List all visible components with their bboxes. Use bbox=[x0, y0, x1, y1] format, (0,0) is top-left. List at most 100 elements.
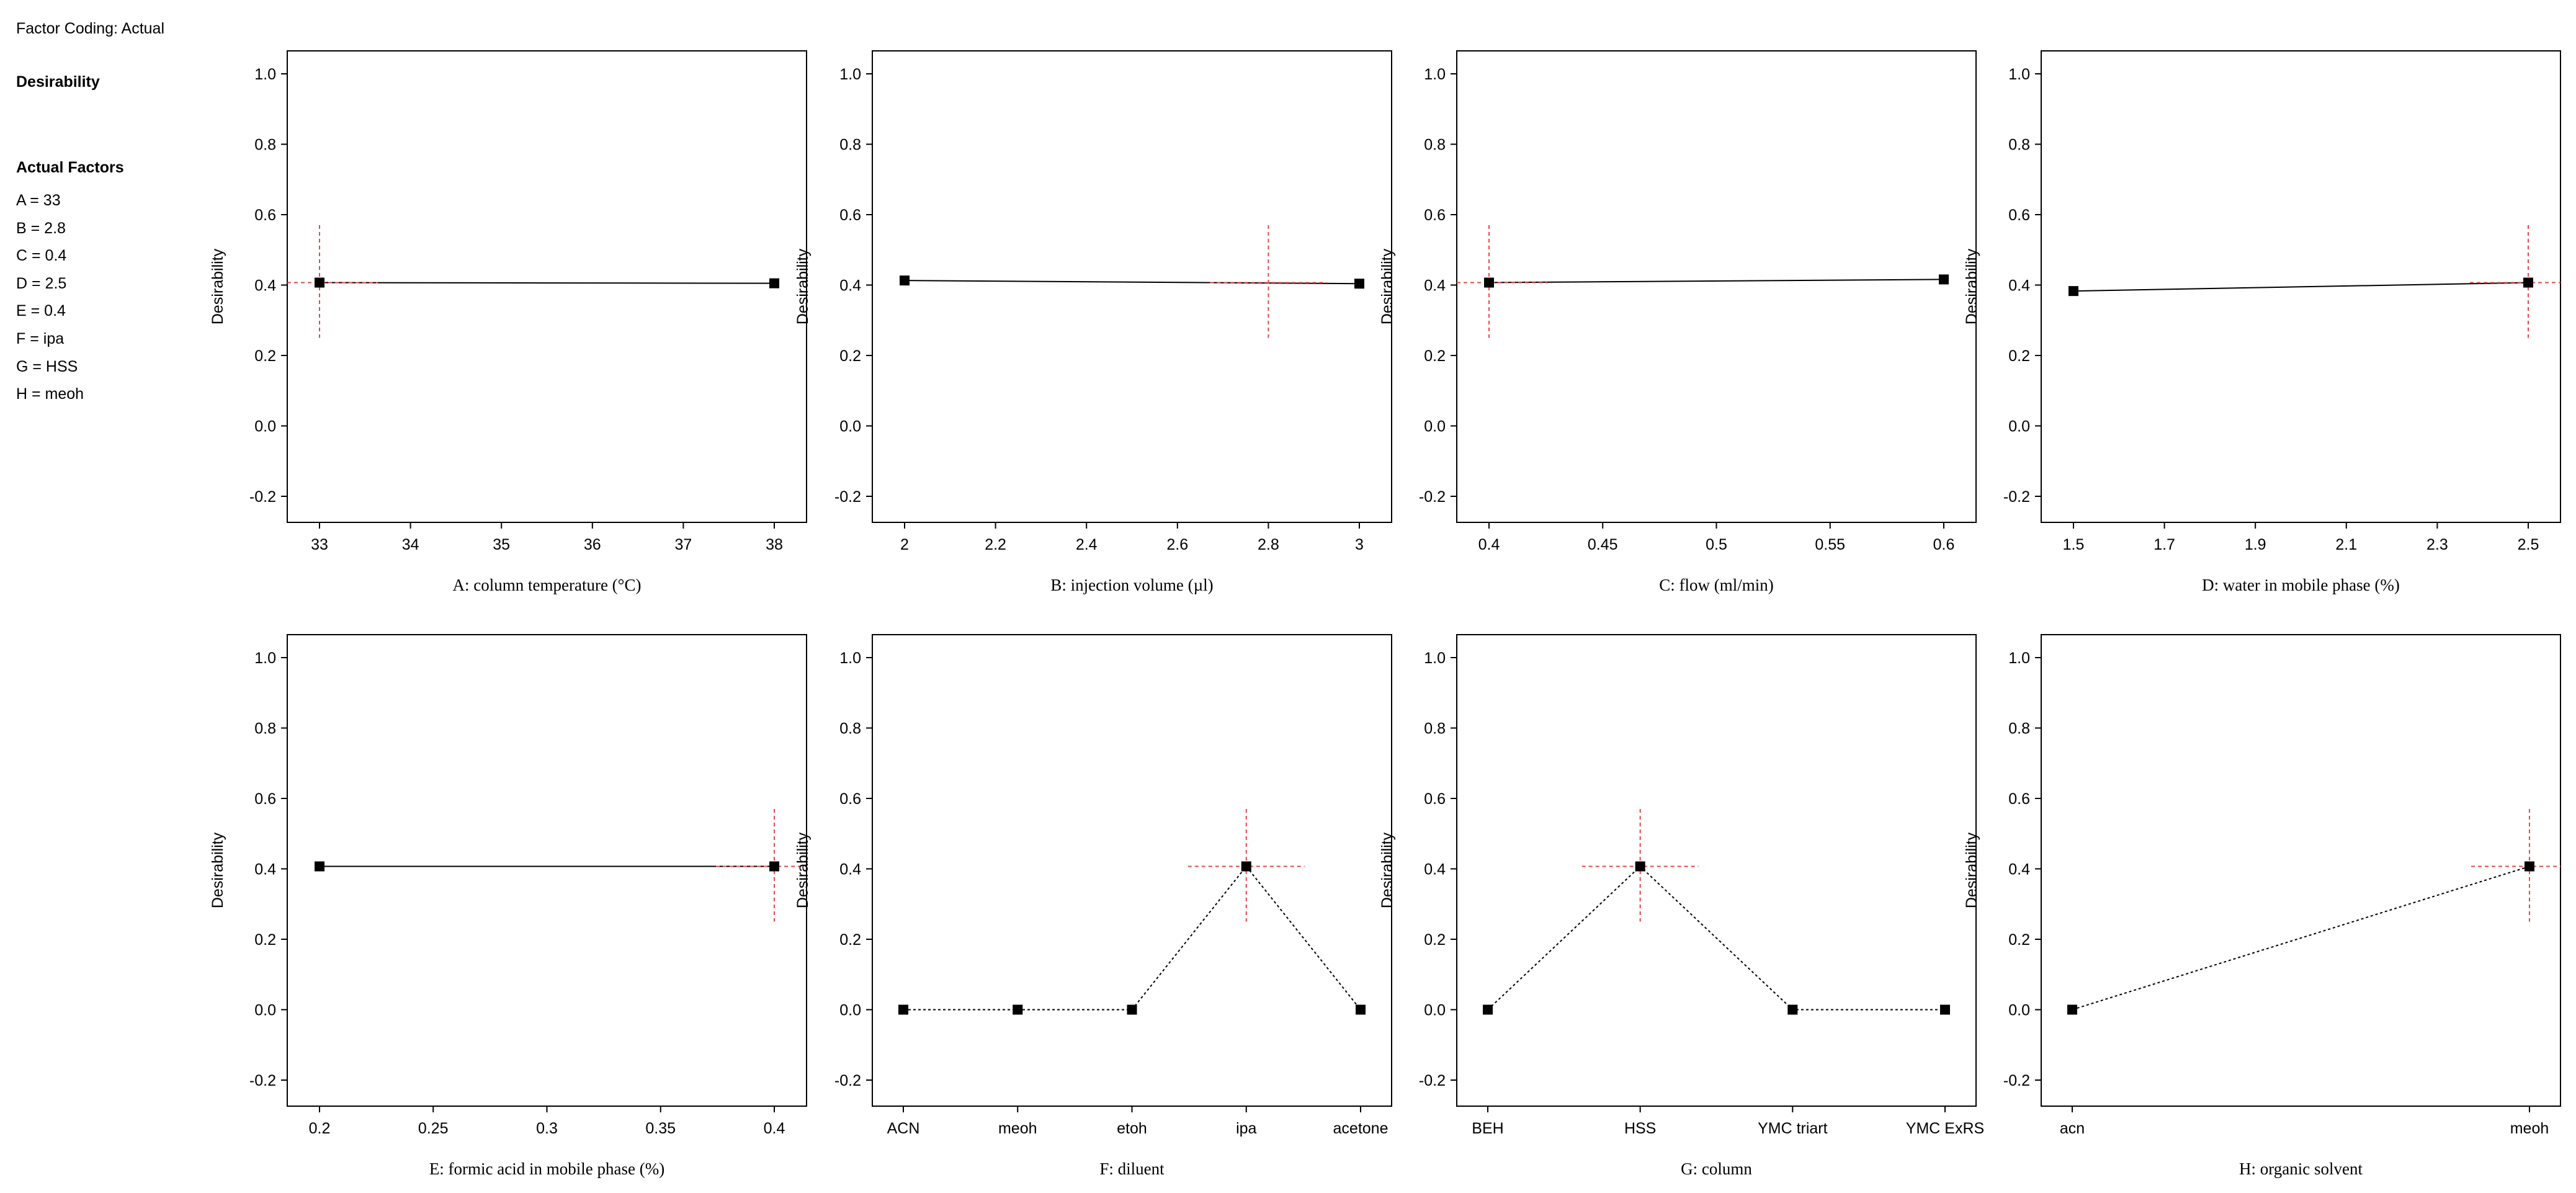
y-tick-label: 0.6 bbox=[254, 790, 276, 808]
series-line bbox=[903, 865, 1361, 1011]
chart-panel: -0.2 0.0 0.2 0.4 0.6 0.8 1.0 BEH HSS YMC triart YM… bbox=[1379, 634, 1984, 1178]
x-tick-label: 33 bbox=[311, 536, 328, 553]
data-point bbox=[1483, 1004, 1493, 1015]
data-point bbox=[769, 278, 779, 288]
x-tick-label: 0.3 bbox=[536, 1120, 558, 1137]
y-tick-label: -0.2 bbox=[249, 488, 276, 506]
y-tick-label: 1.0 bbox=[2008, 66, 2030, 83]
x-tick-label: 2.5 bbox=[2518, 536, 2539, 553]
y-tick-label: 0.4 bbox=[254, 861, 276, 878]
plot-frame bbox=[1456, 50, 1977, 523]
x-tick-label: 35 bbox=[493, 536, 510, 553]
y-tick-label: 0.8 bbox=[254, 136, 276, 154]
x-axis-label: B: injection volume (µl) bbox=[1050, 576, 1213, 594]
x-axis-label: C: flow (ml/min) bbox=[1659, 576, 1774, 594]
y-tick-label: 0.6 bbox=[839, 790, 861, 808]
x-tick-label: meoh bbox=[998, 1120, 1037, 1137]
y-tick-label: 0.4 bbox=[839, 861, 861, 878]
y-tick-label: 0.4 bbox=[2008, 277, 2030, 295]
y-axis-label: Desirability bbox=[1379, 832, 1396, 908]
factor-setting: B = 2.8 bbox=[16, 219, 66, 237]
y-axis-label: Desirability bbox=[1963, 832, 1980, 908]
x-axis-label: E: formic acid in mobile phase (%) bbox=[429, 1159, 664, 1178]
data-point bbox=[1241, 861, 1251, 872]
y-tick-label: 0.2 bbox=[1424, 347, 1446, 365]
series-line bbox=[2073, 282, 2529, 292]
data-point bbox=[315, 277, 324, 288]
data-point bbox=[900, 275, 910, 286]
x-tick-label: YMC triart bbox=[1758, 1120, 1828, 1137]
y-axis-label: Desirability bbox=[209, 832, 226, 908]
data-point bbox=[2525, 861, 2534, 872]
x-tick-label: 3 bbox=[1355, 536, 1364, 553]
actual-factors-heading: Actual Factors bbox=[16, 159, 124, 176]
x-tick-label: 0.35 bbox=[645, 1120, 676, 1137]
x-tick-label: 37 bbox=[674, 536, 692, 553]
y-tick-label: 0.6 bbox=[839, 207, 861, 224]
x-tick-label: 0.45 bbox=[1588, 536, 1618, 553]
y-tick-label: 0.0 bbox=[1424, 1002, 1446, 1019]
y-tick-label: 0.6 bbox=[2008, 207, 2030, 224]
plot-frame bbox=[872, 50, 1392, 523]
y-tick-label: -0.2 bbox=[2003, 488, 2030, 506]
x-tick-label: 1.7 bbox=[2153, 536, 2175, 553]
y-tick-label: -0.2 bbox=[834, 1072, 861, 1089]
x-tick-label: meoh bbox=[2510, 1120, 2549, 1137]
y-tick-label: 0.4 bbox=[1424, 861, 1446, 878]
y-tick-label: 0.6 bbox=[1424, 790, 1446, 808]
factor-setting: F = ipa bbox=[16, 329, 65, 347]
data-point bbox=[1939, 274, 1949, 285]
y-tick-label: -0.2 bbox=[834, 488, 861, 506]
data-point bbox=[1484, 277, 1494, 288]
data-point bbox=[2067, 1004, 2077, 1015]
x-tick-label: 0.4 bbox=[1478, 536, 1500, 553]
x-tick-label: HSS bbox=[1624, 1120, 1656, 1137]
y-tick-label: 0.8 bbox=[254, 720, 276, 738]
factor-setting: E = 0.4 bbox=[16, 302, 66, 320]
y-tick-label: 0.2 bbox=[254, 347, 276, 365]
y-axis-label: Desirability bbox=[209, 248, 226, 324]
y-tick-label: 0.2 bbox=[839, 931, 861, 949]
y-tick-label: 0.8 bbox=[839, 720, 861, 738]
x-tick-label: 1.5 bbox=[2063, 536, 2085, 553]
data-point bbox=[1356, 1004, 1366, 1015]
y-tick-label: 0.8 bbox=[2008, 720, 2030, 738]
y-tick-label: 0.8 bbox=[1424, 720, 1446, 738]
y-tick-label: -0.2 bbox=[1419, 1072, 1446, 1089]
y-tick-label: 0.2 bbox=[1424, 931, 1446, 949]
y-tick-label: 0.2 bbox=[254, 931, 276, 949]
x-tick-label: 2 bbox=[900, 536, 909, 553]
x-tick-label: 34 bbox=[402, 536, 419, 553]
y-tick-label: 1.0 bbox=[254, 66, 276, 83]
chart-panel: -0.2 0.0 0.2 0.4 0.6 0.8 1.0 0.2 0.25 0.3 0.35 0.4 E… bbox=[209, 634, 807, 1178]
x-tick-label: 0.25 bbox=[418, 1120, 449, 1137]
series-line bbox=[319, 282, 775, 284]
plot-frame bbox=[872, 634, 1392, 1107]
x-tick-label: acetone bbox=[1333, 1120, 1389, 1137]
series-line bbox=[1487, 865, 1945, 1011]
y-tick-label: 0.8 bbox=[2008, 136, 2030, 154]
plot-frame bbox=[287, 634, 807, 1107]
y-tick-label: 0.8 bbox=[1424, 136, 1446, 154]
chart-panel: -0.2 0.0 0.2 0.4 0.6 0.8 1.0 ACN meoh etoh ipa acet… bbox=[794, 634, 1392, 1178]
y-tick-label: 0.0 bbox=[2008, 1002, 2030, 1019]
y-tick-label: 1.0 bbox=[1424, 650, 1446, 667]
x-tick-label: 36 bbox=[584, 536, 601, 553]
y-tick-label: 0.4 bbox=[2008, 861, 2030, 878]
chart-panel: -0.2 0.0 0.2 0.4 0.6 0.8 1.0 2 2.2 2.4 2.6 2.8 3 B: i… bbox=[794, 50, 1392, 594]
y-tick-label: 0.4 bbox=[839, 277, 861, 295]
series-line bbox=[904, 280, 1360, 285]
x-tick-label: ACN bbox=[887, 1120, 920, 1137]
x-tick-label: ipa bbox=[1236, 1120, 1256, 1137]
y-tick-label: -0.2 bbox=[1419, 488, 1446, 506]
y-tick-label: 0.0 bbox=[2008, 418, 2030, 436]
y-tick-label: 0.0 bbox=[839, 1002, 861, 1019]
chart-panel: -0.2 0.0 0.2 0.4 0.6 0.8 1.0 0.4 0.45 0.5 0.55 0.6 C… bbox=[1379, 50, 1977, 594]
plot-frame bbox=[287, 50, 807, 523]
x-tick-label: 38 bbox=[766, 536, 783, 553]
data-point bbox=[1787, 1004, 1798, 1015]
x-tick-label: 0.6 bbox=[1933, 536, 1955, 553]
y-tick-label: 0.4 bbox=[1424, 277, 1446, 295]
data-point bbox=[2068, 286, 2078, 297]
